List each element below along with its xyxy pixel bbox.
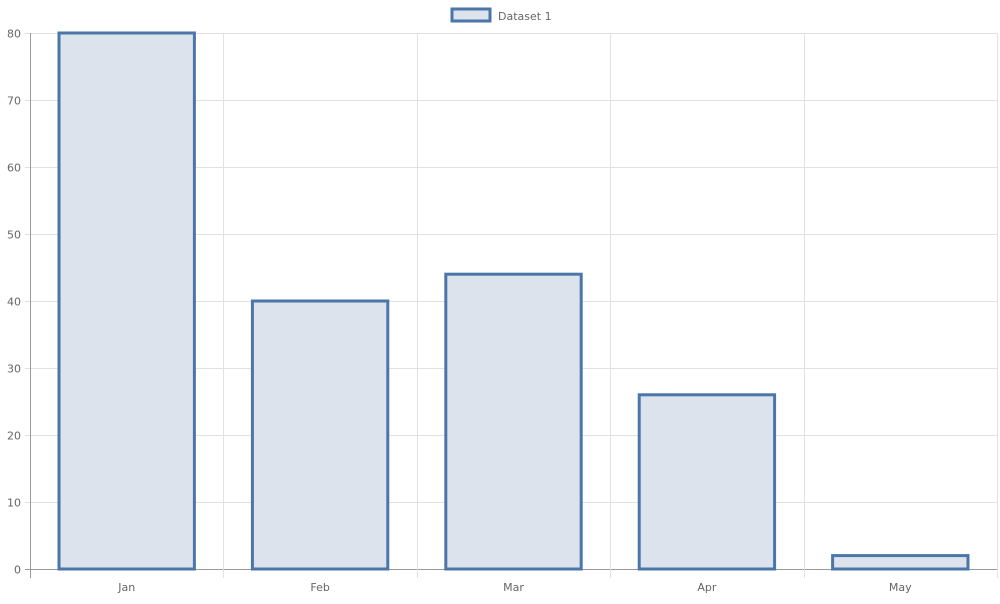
bar-may <box>831 554 970 571</box>
y-tick-label: 60 <box>7 162 21 175</box>
x-tick-label: Mar <box>503 581 524 594</box>
bar-mar <box>444 272 583 571</box>
bar-apr <box>637 393 777 571</box>
y-tick-label: 80 <box>7 28 21 41</box>
x-tick-label: Apr <box>697 581 717 594</box>
x-tick-label: Jan <box>117 581 135 594</box>
x-tick-label: Feb <box>310 581 329 594</box>
y-tick-label: 40 <box>7 296 21 309</box>
y-tick-label: 0 <box>14 564 21 577</box>
y-tick-label: 50 <box>7 229 21 242</box>
y-tick-label: 30 <box>7 363 21 376</box>
x-tick-label: May <box>889 581 912 594</box>
bar-feb <box>250 299 390 571</box>
legend[interactable]: Dataset 1 <box>450 7 552 23</box>
legend-label: Dataset 1 <box>498 10 552 23</box>
y-tick-label: 20 <box>7 430 21 443</box>
legend-swatch <box>450 7 492 23</box>
y-tick-label: 70 <box>7 95 21 108</box>
y-tick-label: 10 <box>7 497 21 510</box>
bar-jan <box>57 31 196 571</box>
